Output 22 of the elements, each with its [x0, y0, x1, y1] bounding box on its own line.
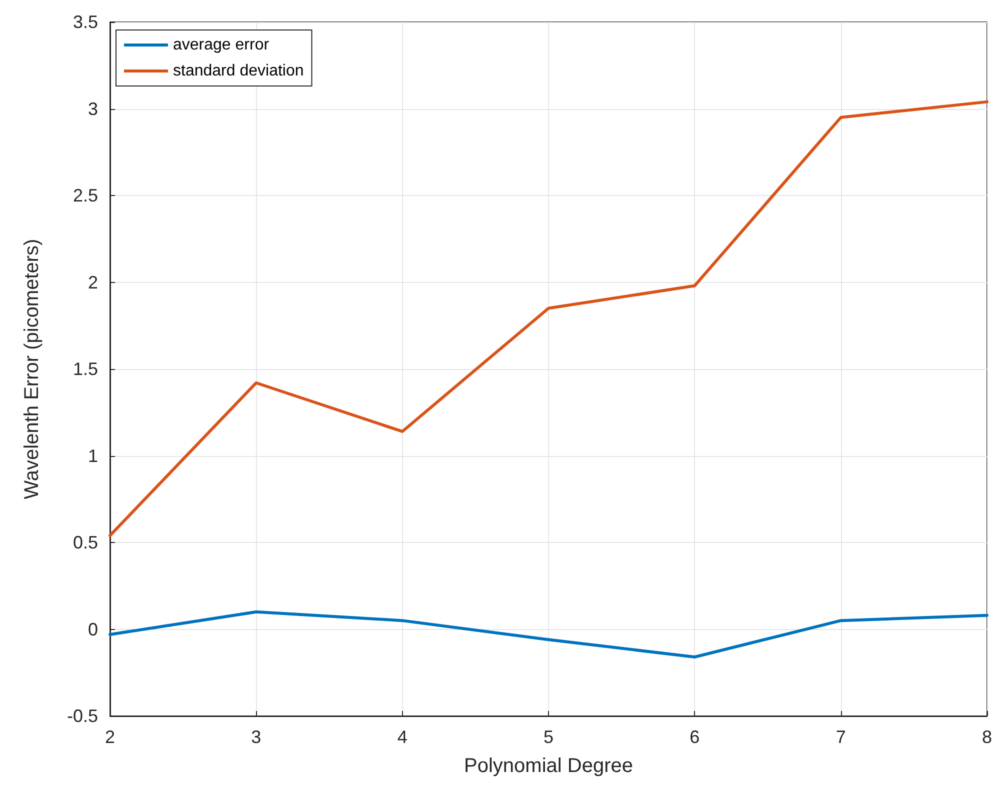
x-tick-label: 5 [543, 727, 554, 747]
legend-label: standard deviation [173, 62, 304, 80]
x-tick-label: 2 [104, 727, 116, 747]
y-tick-label: 0 [88, 619, 98, 640]
y-tick-label: 0.5 [72, 532, 98, 552]
y-axis-title: Wavelenth Error (picometers) [21, 238, 43, 500]
x-tick-label: 8 [982, 727, 992, 747]
y-tick-label: 3.5 [72, 12, 98, 32]
line-series [108, 610, 988, 659]
y-tick-label: 1 [88, 446, 98, 466]
line-series [108, 100, 988, 538]
y-tick-label: -0.5 [66, 706, 98, 726]
y-tick-label: 1.5 [72, 359, 98, 379]
y-tick-label: 2 [88, 272, 98, 292]
x-tick-label: 7 [836, 727, 846, 747]
legend-label: average error [173, 36, 270, 54]
x-tick-label: 4 [397, 727, 408, 747]
x-tick-label: 6 [690, 727, 700, 747]
y-tick-label: 2.5 [72, 186, 98, 206]
x-axis-title: Polynomial Degree [464, 755, 633, 777]
x-tick-label: 3 [251, 727, 262, 747]
y-tick-label: 3 [88, 98, 98, 119]
